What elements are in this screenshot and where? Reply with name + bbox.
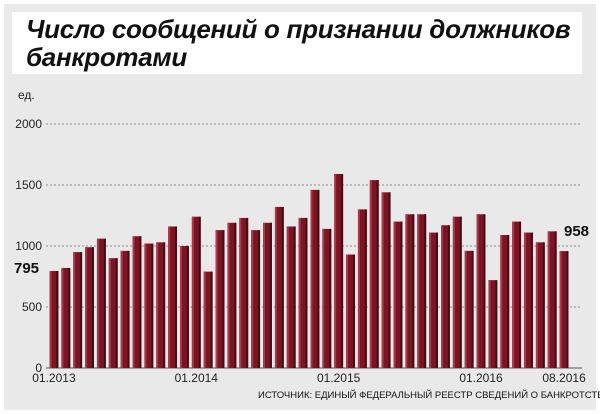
bar — [298, 217, 308, 368]
bar — [310, 189, 320, 368]
bars — [49, 174, 569, 368]
x-axis-ticks: 01.2013 01.2014 01.2015 01.2016 08.2016 — [32, 371, 586, 385]
y-tick-label: 2000 — [15, 117, 42, 131]
bar — [49, 271, 59, 368]
bar — [452, 216, 462, 368]
bar — [73, 252, 83, 368]
bar — [547, 231, 557, 368]
x-tick-label: 08.2016 — [542, 371, 586, 385]
chart-title-line-1: Число сообщений о признании должников — [26, 14, 571, 44]
source-note: ИСТОЧНИК: ЕДИНЫЙ ФЕДЕРАЛЬНЫЙ РЕЕСТР СВЕД… — [258, 389, 600, 401]
bar — [144, 243, 154, 368]
bar — [180, 246, 189, 368]
bar — [215, 230, 225, 368]
bar — [346, 254, 355, 368]
bar — [464, 250, 474, 368]
bar — [263, 222, 272, 368]
bar — [512, 221, 522, 368]
bar — [381, 192, 391, 368]
bar — [132, 236, 142, 368]
bar — [369, 180, 379, 368]
bar — [85, 247, 94, 368]
bar — [251, 230, 261, 368]
y-tick-label: 1500 — [15, 178, 42, 192]
bar — [334, 174, 344, 368]
bar — [239, 217, 249, 368]
bar — [405, 214, 415, 368]
y-axis-ticks: 0 500 1000 1500 2000 — [15, 117, 42, 375]
bar — [322, 228, 332, 368]
bar — [441, 225, 450, 368]
bar — [559, 251, 569, 368]
bar — [500, 235, 510, 368]
bar — [96, 238, 106, 368]
bar — [417, 214, 427, 368]
bar — [524, 232, 533, 368]
x-tick-label: 01.2014 — [175, 371, 219, 385]
chart-title: Число сообщений о признании должников ба… — [12, 12, 582, 74]
x-tick-label: 01.2013 — [32, 371, 76, 385]
y-tick-label: 1000 — [15, 239, 42, 253]
bar — [476, 214, 486, 368]
bar — [286, 226, 296, 368]
bar — [168, 226, 177, 368]
unit-label: ед. — [18, 88, 35, 102]
bar — [488, 280, 498, 368]
bar — [191, 216, 201, 368]
bar — [120, 250, 130, 368]
bar — [203, 271, 213, 368]
y-tick-label: 500 — [22, 300, 42, 314]
bar — [393, 221, 403, 368]
bar — [227, 222, 237, 368]
bar — [108, 258, 118, 368]
bar — [61, 267, 71, 368]
bar — [535, 242, 545, 368]
last-value-label: 958 — [564, 223, 589, 240]
bar — [156, 242, 166, 368]
bar — [357, 209, 367, 368]
x-tick-label: 01.2016 — [459, 371, 503, 385]
first-value-label: 795 — [14, 260, 39, 277]
x-tick-label: 01.2015 — [317, 371, 361, 385]
bar — [429, 232, 438, 368]
chart-title-line-2: банкротами — [26, 42, 187, 72]
y-tick-label: 0 — [35, 361, 42, 375]
bar — [274, 206, 284, 368]
